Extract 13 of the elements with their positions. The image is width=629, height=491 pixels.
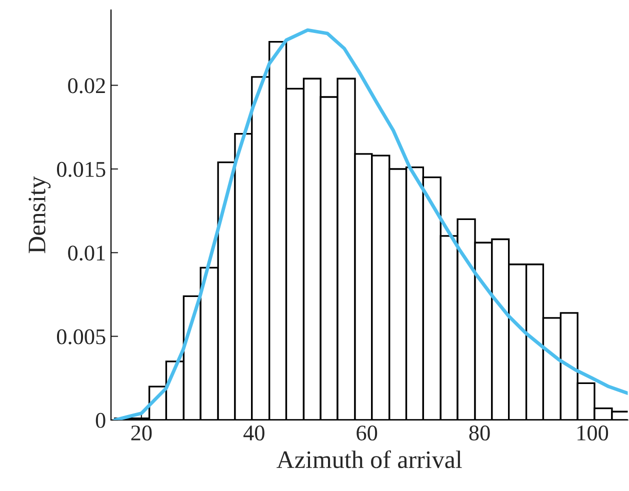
y-tick-label: 0.005 bbox=[56, 329, 106, 344]
y-tick-label: 0.015 bbox=[56, 162, 106, 178]
y-tick-label: 0.01 bbox=[68, 246, 105, 261]
x-tick-label: 60 bbox=[356, 426, 378, 440]
y-tick-label: 0.02 bbox=[68, 78, 105, 94]
y-tick-label: 0 bbox=[96, 412, 106, 428]
line-series bbox=[113, 28, 628, 420]
y-axis-title: Density bbox=[28, 176, 51, 254]
x-axis-title: Azimuth of arrival bbox=[276, 450, 462, 468]
x-tick-label: 20 bbox=[131, 426, 152, 440]
x-tick-label: 100 bbox=[578, 426, 608, 440]
x-tick-label: 40 bbox=[243, 426, 264, 440]
x-tick-label: 80 bbox=[469, 426, 490, 440]
